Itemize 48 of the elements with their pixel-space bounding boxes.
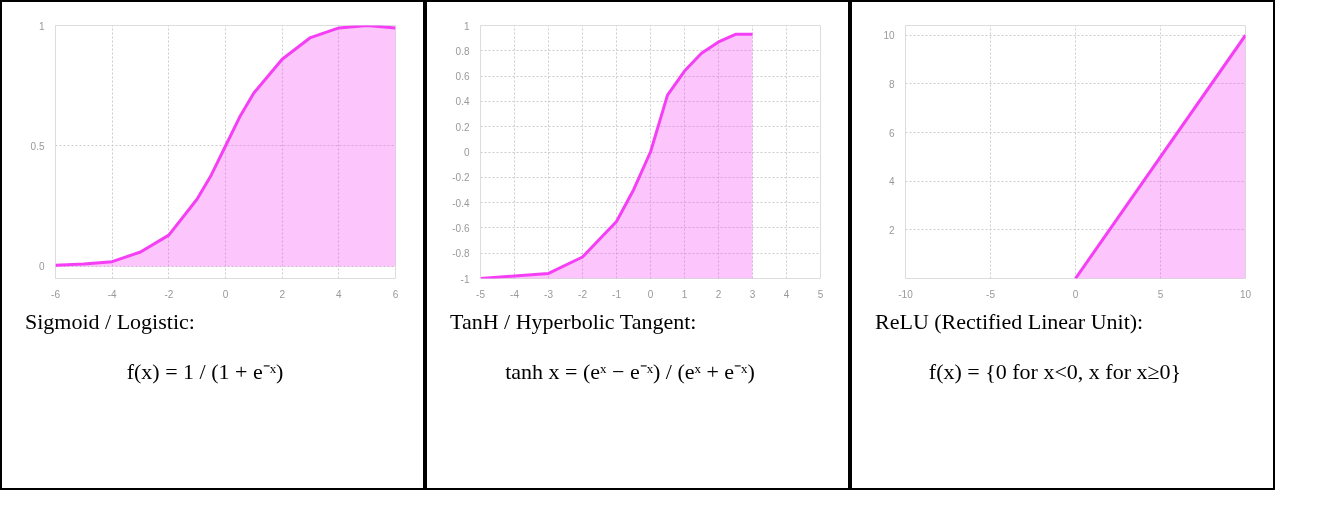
y-tick-label: 0.4 [455, 96, 470, 108]
y-tick-label: 6 [888, 127, 895, 139]
x-tick-label: -2 [164, 288, 174, 300]
y-tick-label: 0.5 [30, 140, 45, 152]
x-tick-label: 0 [647, 288, 654, 300]
y-tick-label: 0.2 [455, 121, 470, 133]
y-tick-label: -0.2 [452, 172, 470, 184]
y-tick-label: 2 [888, 224, 895, 236]
text: f(x) = 1 / (1 + e⁻ˣ) [126, 358, 284, 387]
x-tick-label: -4 [107, 288, 118, 300]
y-tick-label: -0.8 [452, 248, 470, 260]
x-tick-label: 0 [1072, 288, 1079, 300]
y-tick-label: 10 [883, 30, 895, 42]
x-tick-label: -5 [986, 288, 996, 300]
y-tick-label: 1 [38, 20, 45, 32]
y-tick-label: 8 [888, 78, 895, 90]
text: TanH / Hyperbolic Tangent: [450, 308, 697, 336]
y-tick-label: -0.6 [452, 222, 470, 234]
x-tick-label: -10 [898, 288, 914, 300]
x-tick-label: -1 [612, 288, 622, 300]
x-tick-label: 0 [222, 288, 229, 300]
x-tick-label: -5 [476, 288, 486, 300]
x-tick-label: -6 [51, 288, 61, 300]
x-tick-label: 2 [279, 288, 286, 300]
y-tick-label: 0.8 [455, 45, 470, 57]
x-tick-label: 5 [1157, 288, 1164, 300]
x-tick-label: 4 [783, 288, 790, 300]
x-tick-label: 1 [681, 288, 688, 300]
y-tick-label: 0.6 [455, 71, 470, 83]
y-tick-label: -0.4 [452, 197, 470, 209]
x-tick-label: -3 [544, 288, 554, 300]
y-tick-label: 4 [888, 176, 895, 188]
x-tick-label: 10 [1239, 288, 1252, 300]
x-tick-label: -4 [510, 288, 520, 300]
x-tick-label: -2 [578, 288, 588, 300]
x-tick-label: 2 [715, 288, 722, 300]
y-tick-label: 0 [38, 261, 45, 273]
y-tick-label: 0 [463, 147, 470, 158]
text: tanh x = (eˣ − e⁻ˣ) / (eˣ + e⁻ˣ) [505, 358, 755, 387]
text: Sigmoid / Logistic: [25, 308, 195, 336]
y-tick-label: -1 [460, 273, 470, 285]
x-tick-label: 6 [392, 288, 399, 300]
x-tick-label: 4 [336, 288, 343, 300]
x-tick-label: 5 [817, 288, 824, 300]
x-tick-label: 3 [749, 288, 756, 300]
text: f(x) = {0 for x<0, x for x≥0} [928, 358, 1182, 387]
y-tick-label: 1 [463, 20, 470, 32]
text: ReLU (Rectified Linear Unit): [875, 308, 1144, 336]
